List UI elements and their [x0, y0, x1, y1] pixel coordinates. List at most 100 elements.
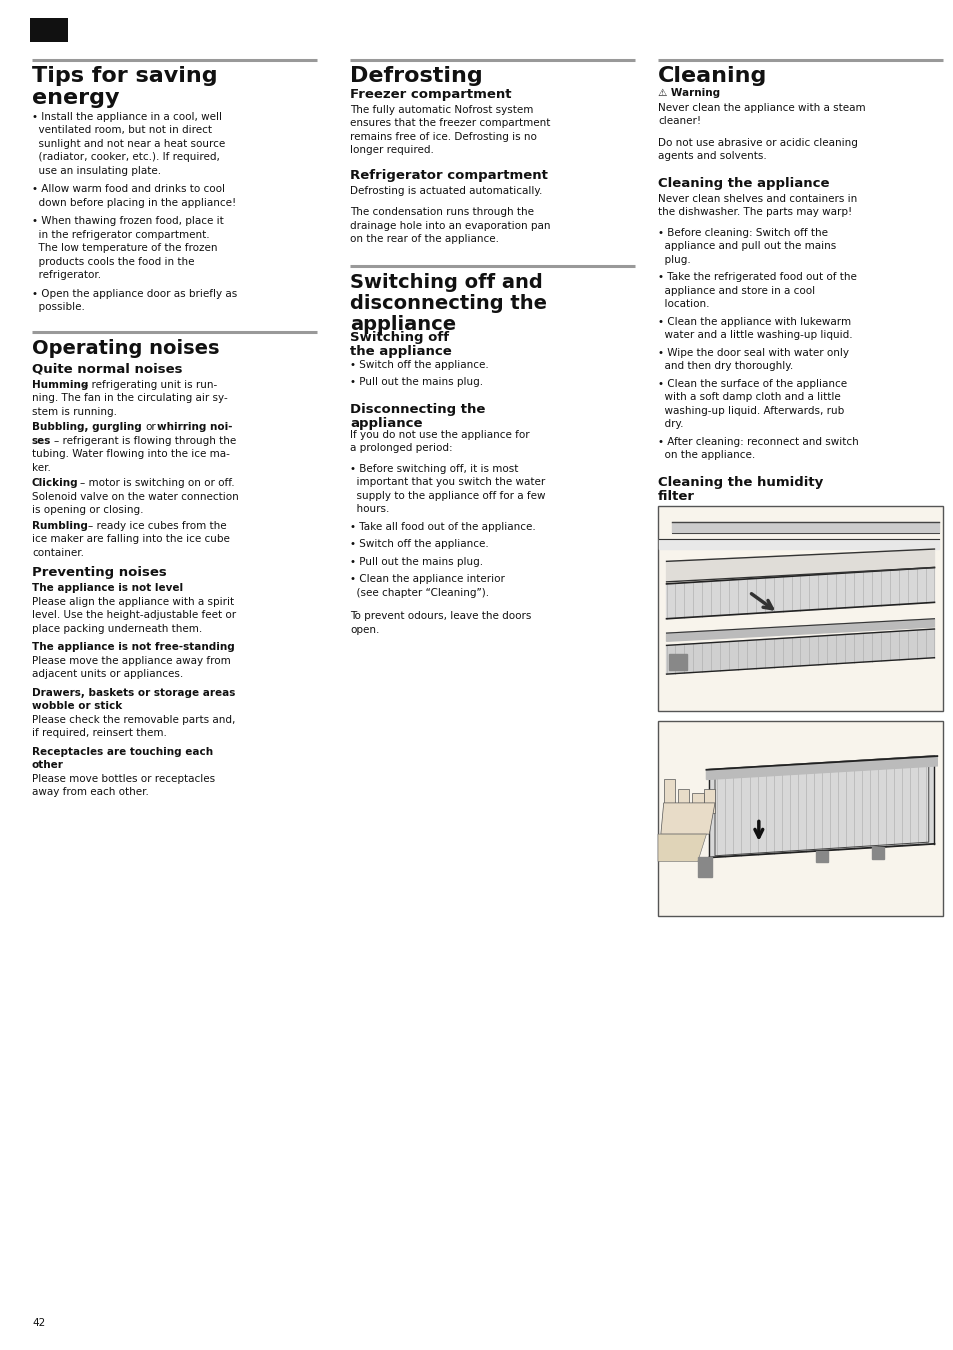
- Polygon shape: [669, 653, 686, 670]
- Polygon shape: [666, 629, 934, 674]
- Text: • Switch off the appliance.: • Switch off the appliance.: [350, 540, 488, 549]
- Text: • Switch off the appliance.: • Switch off the appliance.: [350, 360, 488, 370]
- Text: drainage hole into an evaporation pan: drainage hole into an evaporation pan: [350, 221, 550, 231]
- Text: Please move the appliance away from: Please move the appliance away from: [32, 656, 231, 666]
- Text: on the rear of the appliance.: on the rear of the appliance.: [350, 235, 498, 244]
- Polygon shape: [663, 779, 675, 803]
- Text: use an insulating plate.: use an insulating plate.: [32, 166, 161, 176]
- Text: The appliance is not level: The appliance is not level: [32, 583, 183, 594]
- Polygon shape: [672, 522, 938, 533]
- Polygon shape: [698, 857, 711, 878]
- Text: – ready ice cubes from the: – ready ice cubes from the: [88, 521, 226, 531]
- Text: the dishwasher. The parts may warp!: the dishwasher. The parts may warp!: [658, 208, 851, 217]
- Text: Cleaning: Cleaning: [658, 66, 766, 86]
- Polygon shape: [658, 834, 706, 861]
- Text: • Allow warm food and drinks to cool: • Allow warm food and drinks to cool: [32, 185, 225, 194]
- Text: The appliance is not free-standing: The appliance is not free-standing: [32, 643, 234, 652]
- Text: Freezer compartment: Freezer compartment: [350, 88, 511, 101]
- Polygon shape: [692, 794, 703, 817]
- Text: The low temperature of the frozen: The low temperature of the frozen: [32, 243, 217, 254]
- Text: • Wipe the door seal with water only: • Wipe the door seal with water only: [658, 348, 848, 358]
- Polygon shape: [660, 803, 714, 834]
- Text: stem is running.: stem is running.: [32, 406, 117, 417]
- Text: on the appliance.: on the appliance.: [658, 451, 755, 460]
- Text: Disconnecting the
appliance: Disconnecting the appliance: [350, 404, 485, 431]
- Text: • Clean the appliance interior: • Clean the appliance interior: [350, 575, 504, 585]
- Text: a prolonged period:: a prolonged period:: [350, 444, 452, 454]
- Text: Tips for saving
energy: Tips for saving energy: [32, 66, 217, 108]
- Text: Operating noises: Operating noises: [32, 339, 219, 358]
- Text: open.: open.: [350, 625, 379, 634]
- Text: other: other: [32, 760, 64, 771]
- Text: – refrigerant is flowing through the: – refrigerant is flowing through the: [53, 436, 235, 446]
- Text: refrigerator.: refrigerator.: [32, 270, 101, 281]
- Polygon shape: [666, 567, 934, 618]
- Text: – refrigerating unit is run-: – refrigerating unit is run-: [83, 379, 217, 390]
- Text: • Pull out the mains plug.: • Pull out the mains plug.: [350, 558, 482, 567]
- Text: Switching off and
disconnecting the
appliance: Switching off and disconnecting the appl…: [350, 273, 546, 333]
- Text: plug.: plug.: [658, 255, 690, 265]
- Text: wobble or stick: wobble or stick: [32, 702, 122, 711]
- Text: possible.: possible.: [32, 302, 85, 312]
- Text: Switching off
the appliance: Switching off the appliance: [350, 331, 452, 359]
- Text: products cools the food in the: products cools the food in the: [32, 256, 194, 267]
- Text: longer required.: longer required.: [350, 146, 434, 155]
- Text: adjacent units or appliances.: adjacent units or appliances.: [32, 670, 183, 679]
- Text: • After cleaning: reconnect and switch: • After cleaning: reconnect and switch: [658, 437, 858, 447]
- Text: Bubbling, gurgling: Bubbling, gurgling: [32, 423, 142, 432]
- Text: Clicking: Clicking: [32, 478, 78, 489]
- Text: ensures that the freezer compartment: ensures that the freezer compartment: [350, 119, 550, 128]
- Text: Never clean the appliance with a steam: Never clean the appliance with a steam: [658, 103, 864, 113]
- Text: down before placing in the appliance!: down before placing in the appliance!: [32, 198, 236, 208]
- Polygon shape: [706, 756, 936, 779]
- Text: agents and solvents.: agents and solvents.: [658, 151, 766, 162]
- Polygon shape: [703, 790, 714, 813]
- Text: Drawers, baskets or storage areas: Drawers, baskets or storage areas: [32, 688, 235, 698]
- Polygon shape: [678, 790, 689, 813]
- Text: ses: ses: [32, 436, 51, 446]
- Text: The condensation runs through the: The condensation runs through the: [350, 208, 534, 217]
- Text: location.: location.: [658, 300, 709, 309]
- Polygon shape: [709, 756, 934, 857]
- Text: appliance and pull out the mains: appliance and pull out the mains: [658, 242, 836, 251]
- Text: To prevent odours, leave the doors: To prevent odours, leave the doors: [350, 612, 531, 621]
- Text: The fully automatic Nofrost system: The fully automatic Nofrost system: [350, 105, 533, 115]
- Text: • Before cleaning: Switch off the: • Before cleaning: Switch off the: [658, 228, 827, 238]
- Text: Quite normal noises: Quite normal noises: [32, 363, 182, 377]
- Text: • Clean the surface of the appliance: • Clean the surface of the appliance: [658, 379, 846, 389]
- Text: • Pull out the mains plug.: • Pull out the mains plug.: [350, 378, 482, 387]
- Text: • When thawing frozen food, place it: • When thawing frozen food, place it: [32, 216, 224, 227]
- Text: ⚠ Warning: ⚠ Warning: [658, 88, 720, 99]
- Text: ker.: ker.: [32, 463, 51, 472]
- Text: place packing underneath them.: place packing underneath them.: [32, 624, 202, 634]
- Text: with a soft damp cloth and a little: with a soft damp cloth and a little: [658, 393, 840, 402]
- Text: (see chapter “Cleaning”).: (see chapter “Cleaning”).: [350, 589, 489, 598]
- Polygon shape: [666, 618, 934, 641]
- Text: 42: 42: [32, 1318, 45, 1328]
- Text: Do not use abrasive or acidic cleaning: Do not use abrasive or acidic cleaning: [658, 138, 857, 148]
- Text: ice maker are falling into the ice cube: ice maker are falling into the ice cube: [32, 535, 230, 544]
- FancyBboxPatch shape: [658, 721, 942, 917]
- Text: Please move bottles or receptacles: Please move bottles or receptacles: [32, 774, 214, 784]
- Text: appliance and store in a cool: appliance and store in a cool: [658, 286, 814, 296]
- Text: cleaner!: cleaner!: [658, 116, 700, 127]
- Text: whirring noi-: whirring noi-: [157, 423, 233, 432]
- Text: hours.: hours.: [350, 505, 389, 514]
- Text: container.: container.: [32, 548, 84, 558]
- Text: Refrigerator compartment: Refrigerator compartment: [350, 169, 547, 182]
- Text: • Take all food out of the appliance.: • Take all food out of the appliance.: [350, 522, 536, 532]
- Text: Cleaning the humidity
filter: Cleaning the humidity filter: [658, 477, 822, 504]
- Text: en: en: [42, 26, 56, 35]
- FancyBboxPatch shape: [30, 18, 68, 42]
- Text: ventilated room, but not in direct: ventilated room, but not in direct: [32, 126, 212, 135]
- Text: level. Use the height-adjustable feet or: level. Use the height-adjustable feet or: [32, 610, 236, 621]
- Text: Solenoid valve on the water connection: Solenoid valve on the water connection: [32, 491, 238, 502]
- Polygon shape: [872, 848, 882, 859]
- Text: Please align the appliance with a spirit: Please align the appliance with a spirit: [32, 597, 233, 608]
- Text: if required, reinsert them.: if required, reinsert them.: [32, 729, 167, 738]
- Text: Rumbling: Rumbling: [32, 521, 88, 531]
- Polygon shape: [816, 850, 826, 863]
- Text: tubing. Water flowing into the ice ma-: tubing. Water flowing into the ice ma-: [32, 450, 230, 459]
- Text: Cleaning the appliance: Cleaning the appliance: [658, 177, 828, 190]
- Text: • Install the appliance in a cool, well: • Install the appliance in a cool, well: [32, 112, 222, 122]
